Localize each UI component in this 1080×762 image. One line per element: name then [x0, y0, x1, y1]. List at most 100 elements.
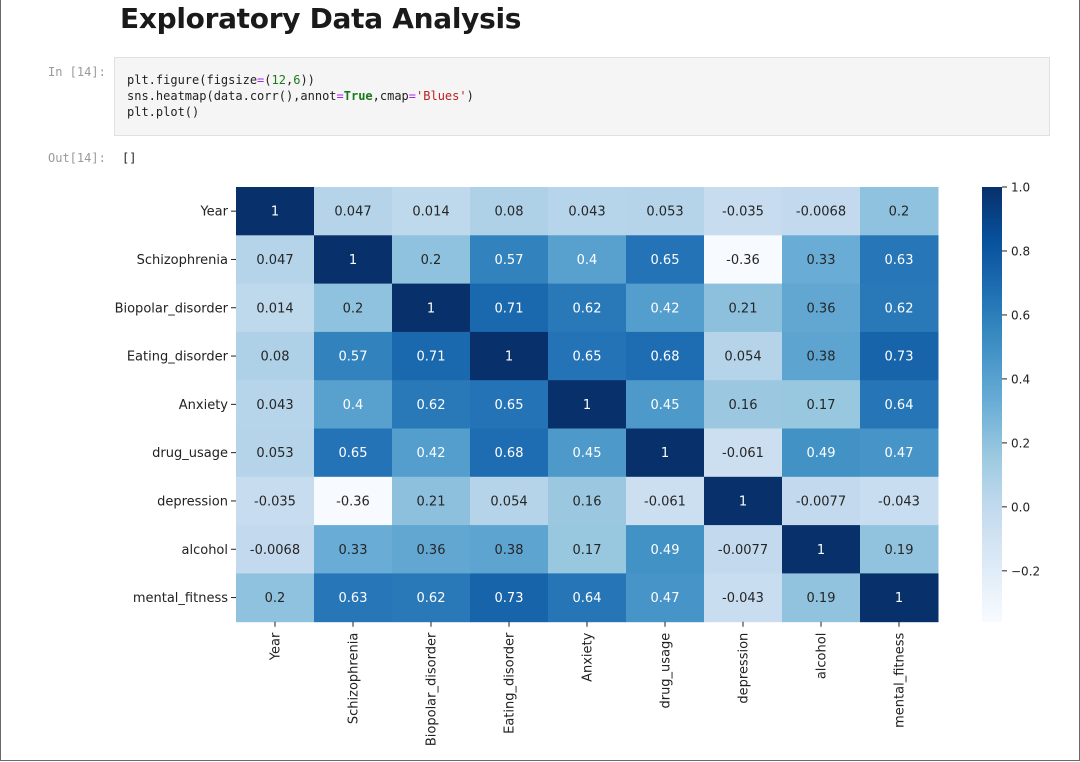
heatmap-cell-label: 0.33 — [807, 253, 836, 268]
heatmap-cell-label: -0.061 — [644, 494, 686, 509]
heatmap-cell — [782, 283, 861, 333]
heatmap-cell — [236, 476, 315, 526]
heatmap-cell — [704, 525, 783, 574]
heatmap-cell-label: 0.71 — [495, 301, 524, 316]
code-token: )) — [300, 73, 315, 87]
heatmap-cell — [314, 235, 393, 285]
heatmap-cell-label: 0.17 — [573, 543, 602, 558]
code-token: 6 — [293, 73, 301, 87]
code-line: sns.heatmap(data.corr(),annot=True,cmap=… — [127, 88, 1049, 104]
heatmap-cell-label: 0.043 — [256, 398, 293, 413]
colorbar-tick-label: 0.2 — [1011, 436, 1030, 450]
code-token: plt.plot() — [127, 105, 200, 119]
heatmap-cell-label: 1 — [817, 543, 825, 558]
heatmap-cell — [314, 428, 393, 478]
heatmap-cell — [704, 476, 783, 526]
heatmap-cell — [470, 428, 549, 478]
heatmap-cell-label: 0.64 — [573, 591, 602, 606]
y-tick-label: Anxiety — [179, 398, 229, 413]
heatmap-cell-label: 0.63 — [885, 253, 914, 268]
x-tick-label: drug_usage — [659, 633, 674, 709]
x-tick-label: Schizophrenia — [347, 633, 362, 724]
output-value: [] — [122, 151, 137, 165]
heatmap-cell — [314, 573, 393, 623]
heatmap-cell — [782, 331, 861, 381]
heatmap-cell-label: 0.16 — [729, 398, 758, 413]
heatmap-cell — [236, 331, 315, 381]
y-tick-label: alcohol — [182, 543, 228, 558]
colorbar-tick-label: −0.2 — [1011, 564, 1040, 578]
heatmap-cell-label: 0.2 — [889, 205, 910, 220]
heatmap-cell — [314, 380, 393, 429]
code-token: ) — [466, 89, 474, 103]
heatmap-cell-label: 0.08 — [495, 205, 524, 220]
heatmap-cell — [548, 187, 627, 236]
heatmap-cell — [392, 476, 471, 526]
x-tick-label: depression — [737, 633, 752, 704]
colorbar-tick-label: 0.4 — [1011, 372, 1030, 386]
heatmap-cell-label: 0.014 — [256, 301, 293, 316]
heatmap-cell — [392, 428, 471, 478]
colorbar-tick-label: 0.0 — [1011, 500, 1030, 514]
code-token: = — [257, 73, 265, 87]
heatmap-cell — [236, 187, 315, 236]
code-cell-editor[interactable]: plt.figure(figsize=(12,6)) sns.heatmap(da… — [114, 57, 1050, 136]
heatmap-cell — [392, 283, 471, 333]
heatmap-cell-label: -0.035 — [254, 494, 296, 509]
heatmap-cell — [314, 187, 393, 236]
heatmap-cell — [704, 235, 783, 285]
heatmap-cell-label: 0.08 — [261, 350, 290, 365]
code-token: , — [285, 73, 294, 87]
heatmap-cell-label: 0.64 — [885, 398, 914, 413]
heatmap-cell — [860, 283, 939, 333]
heatmap-cell-label: 0.45 — [573, 446, 602, 461]
heatmap-cell-label: 0.21 — [417, 494, 446, 509]
heatmap-cell — [860, 380, 939, 429]
heatmap-cell-label: 0.49 — [807, 446, 836, 461]
heatmap-cell-label: 1 — [349, 253, 357, 268]
heatmap-cell — [392, 525, 471, 574]
heatmap-cell — [782, 573, 861, 623]
heatmap-cell-label: 0.36 — [807, 301, 836, 316]
x-tick-label: Year — [269, 632, 284, 661]
heatmap-cell — [626, 573, 705, 623]
colorbar-tick-label: 1.0 — [1011, 181, 1030, 195]
heatmap-cell — [860, 235, 939, 285]
y-tick-label: mental_fitness — [133, 591, 228, 606]
heatmap-cell-label: 1 — [427, 301, 435, 316]
heatmap-cell — [626, 331, 705, 381]
heatmap-cell — [236, 380, 315, 429]
heatmap-cell-label: 1 — [271, 205, 279, 220]
heatmap-cell-label: 0.57 — [339, 350, 368, 365]
heatmap-cell-label: 0.2 — [421, 253, 442, 268]
heatmap-cell-label: 1 — [583, 398, 591, 413]
heatmap-cell-label: 0.45 — [651, 398, 680, 413]
code-line: plt.plot() — [127, 104, 1049, 120]
heatmap-cell — [704, 428, 783, 478]
heatmap-cell-label: -0.035 — [722, 205, 764, 220]
heatmap-cell-label: -0.0077 — [796, 494, 846, 509]
heatmap-cell — [392, 235, 471, 285]
heatmap-cell-label: 0.17 — [807, 398, 836, 413]
heatmap-cell — [470, 573, 549, 623]
heatmap-cell-label: 0.36 — [417, 543, 446, 558]
heatmap-cell — [782, 380, 861, 429]
heatmap-cell — [470, 525, 549, 574]
heatmap-cell — [236, 428, 315, 478]
heatmap-cell — [860, 573, 939, 623]
heatmap-cell-label: 0.16 — [573, 494, 602, 509]
heatmap-cell-label: 0.73 — [885, 350, 914, 365]
heatmap-cell — [626, 187, 705, 236]
heatmap-cell — [626, 428, 705, 478]
x-tick-label: Eating_disorder — [503, 632, 518, 734]
heatmap-cell-label: -0.0077 — [718, 543, 768, 558]
x-tick-label: alcohol — [815, 633, 830, 679]
heatmap-cell — [470, 331, 549, 381]
heatmap-cell — [392, 331, 471, 381]
heatmap-cell — [314, 283, 393, 333]
heatmap-cell — [626, 380, 705, 429]
heatmap-cell-label: 0.047 — [256, 253, 293, 268]
heatmap-cell-label: 0.63 — [339, 591, 368, 606]
heatmap-cell-label: 0.47 — [651, 591, 680, 606]
